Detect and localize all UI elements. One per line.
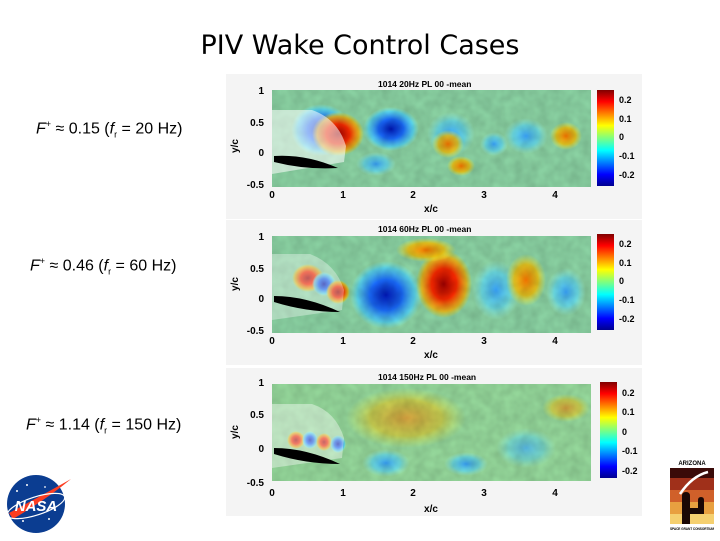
- xtick: 4: [552, 336, 558, 347]
- colorbar-tick: -0.2: [622, 466, 638, 476]
- piv-panel-150hz: 1014 150Hz PL 00 -mean 1 0.5 0 -0.5 y/: [226, 368, 642, 516]
- colorbar-tick: 0.2: [619, 239, 632, 249]
- ytick: 0.5: [250, 264, 264, 275]
- colorbar-tick: -0.2: [619, 314, 635, 324]
- ylabel: y/c: [230, 425, 241, 439]
- panel-title: 1014 60Hz PL 00 -mean: [378, 224, 471, 234]
- colorbar-tick: -0.2: [619, 170, 635, 180]
- xtick: 0: [269, 488, 275, 499]
- xlabel: x/c: [424, 350, 438, 361]
- case-label-150hz: F+ ≈ 1.14 (fr = 150 Hz): [26, 415, 182, 436]
- ytick: 0.5: [250, 118, 264, 129]
- colorbar-tick: 0: [619, 132, 624, 142]
- colorbar-tick: 0: [622, 427, 627, 437]
- colorbar-tick: 0.1: [619, 114, 632, 124]
- ytick: 1: [258, 232, 264, 243]
- piv-panel-20hz: 1014 20Hz PL 00 -mean 1 0.5: [226, 74, 642, 219]
- colorbar: [597, 234, 614, 330]
- airfoil: [274, 448, 340, 464]
- ytick: -0.5: [247, 326, 265, 337]
- xtick: 4: [552, 488, 558, 499]
- colorbar: [600, 382, 617, 478]
- xtick: 3: [481, 190, 487, 201]
- xtick: 4: [552, 190, 558, 201]
- velocity-field: [272, 384, 591, 481]
- airfoil: [274, 155, 338, 169]
- ytick: 1: [258, 378, 264, 389]
- svg-text:NASA: NASA: [15, 498, 58, 515]
- xtick: 3: [481, 488, 487, 499]
- svg-text:SPACE GRANT CONSORTIUM: SPACE GRANT CONSORTIUM: [670, 527, 714, 531]
- nasa-logo: NASA: [3, 473, 73, 535]
- ytick: 1: [258, 86, 264, 97]
- colorbar-tick: -0.1: [622, 446, 638, 456]
- ytick: -0.5: [247, 478, 265, 489]
- ytick: 0.5: [250, 410, 264, 421]
- colorbar-tick: 0.2: [622, 388, 635, 398]
- xtick: 1: [340, 488, 346, 499]
- xtick: 2: [410, 190, 416, 201]
- velocity-field: [272, 236, 591, 333]
- ytick: 0: [258, 444, 264, 455]
- ytick: -0.5: [247, 180, 265, 191]
- xtick: 2: [410, 488, 416, 499]
- xlabel: x/c: [424, 504, 438, 515]
- slide-title: PIV Wake Control Cases: [200, 30, 520, 61]
- colorbar-tick: 0.1: [619, 258, 632, 268]
- ytick: 0: [258, 294, 264, 305]
- xtick: 2: [410, 336, 416, 347]
- velocity-field: [272, 90, 591, 187]
- xtick: 0: [269, 190, 275, 201]
- piv-panel-60hz: 1014 60Hz PL 00 -mean 1 0.5 0 -0.5 y/c: [226, 220, 642, 365]
- colorbar-tick: 0.1: [622, 407, 635, 417]
- xtick: 0: [269, 336, 275, 347]
- airfoil: [274, 296, 340, 312]
- ylabel: y/c: [230, 277, 241, 291]
- xtick: 3: [481, 336, 487, 347]
- case-label-60hz: F+ ≈ 0.46 (fr = 60 Hz): [30, 256, 177, 277]
- colorbar-tick: 0.2: [619, 95, 632, 105]
- xtick: 1: [340, 336, 346, 347]
- panel-title: 1014 20Hz PL 00 -mean: [378, 79, 471, 89]
- colorbar: [597, 90, 614, 186]
- colorbar-tick: -0.1: [619, 295, 635, 305]
- svg-text:ARIZONA: ARIZONA: [678, 461, 706, 467]
- colorbar-tick: -0.1: [619, 151, 635, 161]
- case-label-20hz: F+ ≈ 0.15 (fr = 20 Hz): [36, 119, 183, 140]
- ylabel: y/c: [230, 139, 241, 153]
- xlabel: x/c: [424, 204, 438, 215]
- arizona-space-grant-logo: ARIZONA SPACE GRANT CONSORTIUM: [668, 458, 716, 536]
- panel-title: 1014 150Hz PL 00 -mean: [378, 372, 476, 382]
- colorbar-tick: 0: [619, 276, 624, 286]
- ytick: 0: [258, 148, 264, 159]
- xtick: 1: [340, 190, 346, 201]
